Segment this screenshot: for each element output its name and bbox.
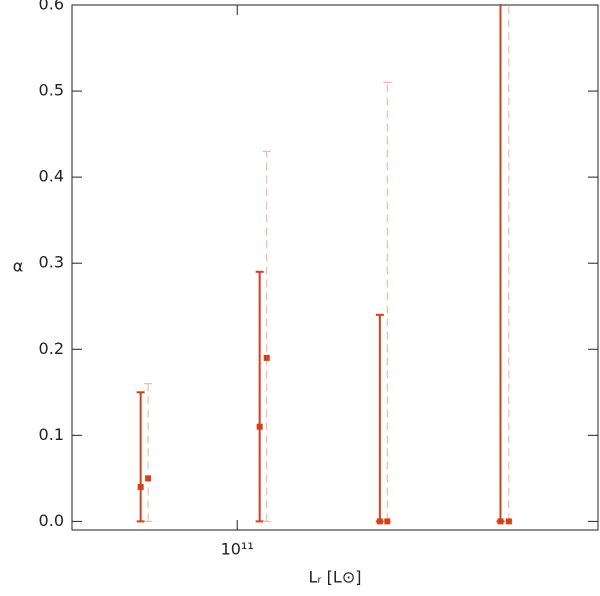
marker: [505, 518, 512, 525]
marker: [384, 518, 391, 525]
marker: [145, 475, 152, 482]
y-tick-label: 0.0: [39, 511, 64, 530]
y-tick-label: 0.2: [39, 339, 64, 358]
y-tick-label: 0.1: [39, 425, 64, 444]
marker: [263, 354, 270, 361]
marker: [137, 483, 144, 490]
marker: [376, 518, 383, 525]
plot-area: [136, 4, 513, 525]
y-tick-label: 0.5: [39, 81, 64, 100]
marker: [497, 518, 504, 525]
y-tick-label: 0.3: [39, 253, 64, 272]
y-tick-label: 0.4: [39, 167, 64, 186]
plot-frame: [71, 4, 599, 531]
y-tick-label: 0.6: [39, 0, 64, 14]
x-tick-label: 10¹¹: [221, 540, 254, 559]
y-axis-label: α: [13, 257, 24, 276]
marker: [256, 423, 263, 430]
x-axis-label: Lᵣ [L⊙]: [309, 568, 362, 587]
